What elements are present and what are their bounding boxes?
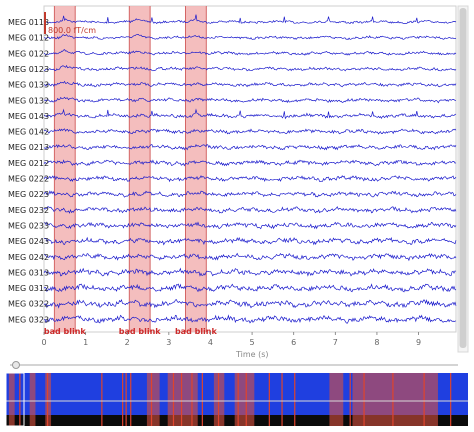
channel-trace[interactable] xyxy=(43,49,457,56)
channel-trace[interactable] xyxy=(43,33,457,40)
channel-label[interactable]: MEG 0212 xyxy=(8,159,49,168)
overview-bad-segment xyxy=(146,373,160,426)
annotation-label: bad blink xyxy=(44,327,87,336)
trace-layer xyxy=(43,14,457,324)
overview-current-view[interactable] xyxy=(5,372,25,427)
channel-trace[interactable] xyxy=(44,236,457,246)
channel-trace[interactable] xyxy=(43,283,457,293)
channel-label[interactable]: MEG 0232 xyxy=(8,206,49,215)
overview-bar[interactable] xyxy=(5,372,468,427)
channel-label[interactable]: MEG 0243 xyxy=(8,237,49,246)
horizontal-scrollbar-handle[interactable] xyxy=(12,361,20,369)
channel-label[interactable]: MEG 0143 xyxy=(8,112,49,121)
channel-trace[interactable] xyxy=(43,175,457,183)
annotation-layer: bad blink bad blink bad blink xyxy=(44,6,218,336)
channel-label[interactable]: MEG 0222 xyxy=(8,175,49,184)
annotation-span[interactable] xyxy=(54,6,76,332)
overview-bad-segment xyxy=(329,373,344,426)
channel-label-layer: MEG 0113 MEG 0112 MEG 0122 MEG 0123 MEG 0133… xyxy=(8,18,49,324)
channel-label[interactable]: MEG 0223 xyxy=(8,190,49,199)
annotation-label: bad blink xyxy=(119,327,162,336)
channel-trace[interactable] xyxy=(43,80,457,88)
channel-trace[interactable] xyxy=(43,190,457,198)
x-tick-label: 5 xyxy=(250,338,255,347)
channel-trace[interactable] xyxy=(43,143,457,151)
overview-bad-segment xyxy=(352,373,438,426)
x-axis: 0 1 2 3 4 5 6 7 8 9 xyxy=(41,332,421,347)
x-tick-label: 1 xyxy=(83,338,88,347)
channel-label[interactable]: MEG 0233 xyxy=(8,221,49,230)
channel-label[interactable]: MEG 0242 xyxy=(8,253,49,262)
channel-label[interactable]: MEG 0312 xyxy=(8,284,49,293)
channel-label[interactable]: MEG 0122 xyxy=(8,49,49,58)
annotation-label: bad blink xyxy=(175,327,218,336)
plot-area[interactable] xyxy=(43,5,457,333)
channel-trace[interactable] xyxy=(43,159,457,167)
channel-label[interactable]: MEG 0133 xyxy=(8,81,49,90)
channel-trace[interactable] xyxy=(43,314,457,324)
x-tick-label: 6 xyxy=(291,338,296,347)
channel-label[interactable]: MEG 0213 xyxy=(8,143,49,152)
x-axis-label: Time (s) xyxy=(235,350,269,359)
x-tick-label: 2 xyxy=(125,338,130,347)
overview-bad-segment xyxy=(8,373,15,426)
channel-label[interactable]: MEG 0132 xyxy=(8,96,49,105)
channel-trace[interactable] xyxy=(43,267,457,277)
x-tick-label: 4 xyxy=(208,338,213,347)
channel-trace[interactable] xyxy=(43,221,457,230)
channel-label[interactable]: MEG 0142 xyxy=(8,128,49,137)
channel-label[interactable]: MEG 0323 xyxy=(8,315,49,324)
x-tick-label: 7 xyxy=(333,338,338,347)
scale-bar-label: 800.0 fT/cm xyxy=(48,26,96,35)
annotation-span[interactable] xyxy=(185,6,207,332)
x-tick-label: 3 xyxy=(166,338,171,347)
overview-bad-segment xyxy=(29,373,36,426)
channel-trace[interactable] xyxy=(43,14,457,25)
channel-trace[interactable] xyxy=(43,96,457,104)
channel-label[interactable]: MEG 0123 xyxy=(8,65,49,74)
x-tick-label: 0 xyxy=(41,338,46,347)
annotation-span[interactable] xyxy=(129,6,151,332)
channel-trace[interactable] xyxy=(43,206,457,214)
channel-trace[interactable] xyxy=(43,108,457,120)
channel-trace[interactable] xyxy=(43,128,457,135)
channel-label[interactable]: MEG 0113 xyxy=(8,18,49,27)
x-tick-label: 8 xyxy=(374,338,379,347)
channel-label[interactable]: MEG 0112 xyxy=(8,34,49,43)
channel-trace[interactable] xyxy=(43,298,457,309)
overview-event-markers xyxy=(19,373,452,426)
channel-trace[interactable] xyxy=(43,252,457,262)
channel-trace[interactable] xyxy=(43,64,457,72)
x-tick-label: 9 xyxy=(416,338,421,347)
vertical-scrollbar-thumb[interactable] xyxy=(459,8,467,348)
overview-bad-segment xyxy=(167,373,198,426)
channel-label[interactable]: MEG 0322 xyxy=(8,300,49,309)
overview-bad-segment xyxy=(234,373,255,426)
channel-label[interactable]: MEG 0313 xyxy=(8,268,49,277)
